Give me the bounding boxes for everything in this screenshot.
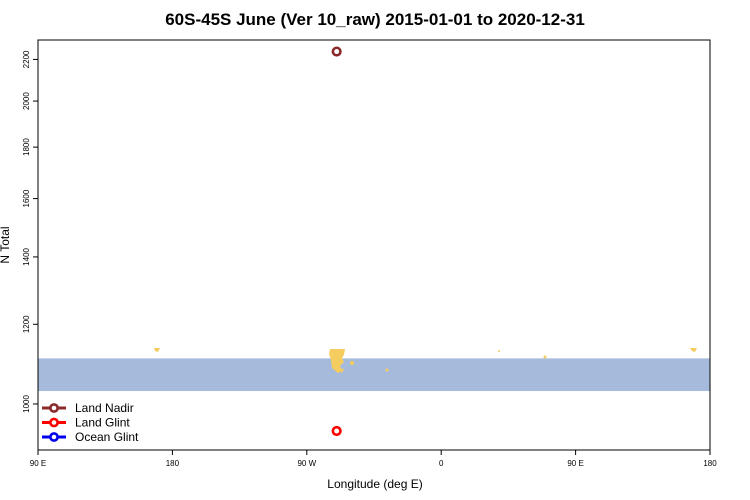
x-tick-label: 90 W: [297, 459, 316, 468]
plot-frame: [37, 39, 711, 451]
x-tick-label: 0: [439, 459, 444, 468]
x-tick-label: 180: [166, 459, 180, 468]
legend-label-ocean-glint: Ocean Glint: [75, 430, 139, 444]
y-tick-label: 2000: [22, 92, 31, 110]
y-tick-label: 1200: [22, 315, 31, 333]
legend-marker-land-glint: [49, 417, 59, 428]
land-tierra-del-fuego: [337, 368, 344, 373]
land-island-1: [385, 368, 389, 372]
world-map-band: [38, 348, 710, 392]
point-land-nadir: [331, 46, 342, 57]
x-axis-label: Longitude (deg E): [327, 477, 422, 491]
x-tick-label: 90 E: [567, 459, 583, 468]
legend-marker-ocean-glint: [49, 432, 59, 442]
legend-marker-land-nadir: [49, 403, 59, 413]
x-axis: 90 E 180 90 W 0 90 E 180: [30, 450, 717, 468]
data-points: [331, 46, 342, 437]
land-new-zealand: [154, 348, 160, 352]
y-tick-label: 2200: [22, 50, 31, 68]
land-south-america: [329, 349, 345, 373]
y-tick-label: 1800: [22, 138, 31, 156]
y-axis: 1000 1200 1400 1600 1800 2000 2200: [22, 50, 38, 413]
chart-title: 60S-45S June (Ver 10_raw) 2015-01-01 to …: [165, 10, 585, 29]
x-tick-label: 180: [703, 459, 717, 468]
point-land-glint: [331, 425, 342, 437]
y-tick-label: 1000: [22, 395, 31, 413]
y-tick-label: 1400: [22, 247, 31, 265]
land-new-zealand-2: [690, 348, 697, 352]
land-island-2: [498, 350, 500, 352]
legend-label-land-nadir: Land Nadir: [75, 401, 134, 415]
ocean-band: [38, 358, 710, 392]
x-tick-label: 90 E: [30, 459, 46, 468]
legend-label-land-glint: Land Glint: [75, 416, 130, 430]
plot-area: [37, 39, 711, 451]
land-island-3: [543, 355, 547, 359]
y-tick-label: 1600: [22, 189, 31, 207]
land-island-0: [350, 361, 354, 365]
y-axis-label: N Total: [0, 226, 12, 263]
